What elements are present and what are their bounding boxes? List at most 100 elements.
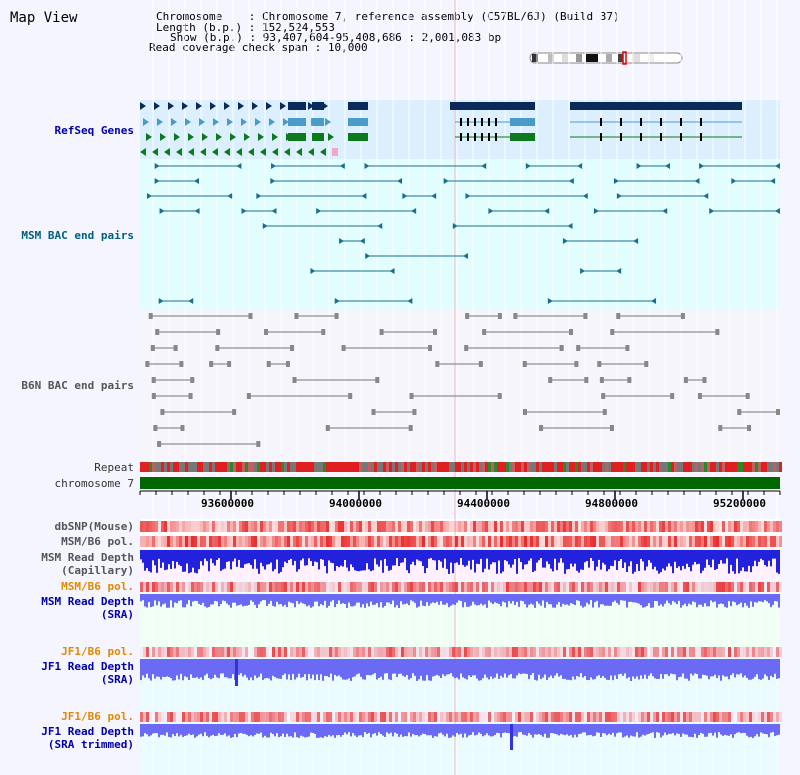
msm-pol-heat-cell [446, 536, 449, 547]
msm-pol-heat-cell [623, 536, 626, 547]
jf1-pol-heat-cell [626, 647, 629, 657]
jf1-sra-depth-bar [598, 659, 600, 676]
jf1-pol-heat-cell [563, 712, 566, 722]
jf1-sra-depth-bar [424, 659, 426, 681]
jf1-pol-heat-cell [140, 712, 143, 722]
msm-pol-heat-cell [431, 536, 434, 547]
jf1-pol-heat-cell [170, 712, 173, 722]
msm-capillary-depth-bar [334, 550, 336, 571]
jf1-trim-depth-bar [594, 724, 596, 736]
jf1-trim-depth-bar [386, 724, 388, 733]
bac-end-mark [145, 361, 150, 367]
msm-capillary-depth-bar [640, 550, 642, 559]
jf1-sra-depth-bar [722, 659, 724, 676]
chromosome-ideogram[interactable] [528, 51, 684, 65]
track-label-dbsnp[interactable]: dbSNP(Mouse) [54, 520, 134, 533]
msm-capillary-depth-bar [176, 550, 178, 562]
track-label-msm-b6-pol-1[interactable]: MSM/B6 pol. [61, 535, 134, 548]
jf1-trim-depth-bar [418, 724, 420, 737]
track-label-jf1-depth-sra[interactable]: JF1 Read Depth [41, 660, 134, 673]
track-label-jf1-b6-pol-1[interactable]: JF1/B6 pol. [61, 645, 134, 658]
jf1-trim-depth-bar [744, 724, 746, 733]
snp-heat-cell [506, 521, 509, 532]
msm-capillary-depth-bar [604, 550, 606, 565]
jf1-sra-depth-bar [272, 659, 274, 676]
jf1-trim-depth-bar [586, 724, 588, 736]
snp-heat-cell [350, 521, 353, 532]
msm-capillary-depth-bar [440, 550, 442, 562]
jf1-trim-depth-bar [732, 724, 734, 738]
jf1-sra-depth-bar [432, 659, 434, 677]
gene-mark [325, 118, 331, 126]
msm-pol-heat-cell [749, 582, 752, 592]
track-label-msm-depth-capillary-sub: (Capillary) [61, 564, 134, 577]
bac-end-mark [599, 377, 604, 383]
msm-pol-heat-cell [767, 536, 770, 547]
bac-end-mark [227, 193, 233, 199]
gene-exon [474, 133, 476, 141]
jf1-trim-depth-bar [702, 724, 704, 734]
msm-pol-heat-cell [281, 582, 284, 592]
repeat-mark [494, 462, 497, 472]
repeat-mark [437, 462, 440, 472]
snp-heat-cell [425, 521, 428, 532]
msm-pol-heat-cell [470, 582, 473, 592]
jf1-pol-heat-cell [332, 712, 335, 722]
jf1-sra-depth-bar [766, 659, 768, 677]
msm-sra-depth-bar [460, 594, 462, 601]
snp-heat-cell [212, 521, 215, 532]
track-label-msm-depth-capillary[interactable]: MSM Read Depth [41, 551, 134, 564]
msm-sra-depth-bar [292, 594, 294, 604]
snp-heat-cell [452, 521, 455, 532]
snp-heat-cell [320, 521, 323, 532]
repeat-mark [146, 462, 149, 472]
snp-heat-cell [158, 521, 161, 532]
jf1-trim-depth-bar [322, 724, 324, 738]
msm-pol-heat-cell [575, 582, 578, 592]
jf1-pol-heat-cell [758, 647, 761, 657]
track-label-msm-depth-sra[interactable]: MSM Read Depth [41, 595, 134, 608]
track-label-refseq-genes[interactable]: RefSeq Genes [54, 124, 134, 137]
track-label-msm-b6-pol-2[interactable]: MSM/B6 pol. [61, 580, 134, 593]
repeat-mark [338, 462, 341, 472]
jf1-sra-depth-bar [554, 659, 556, 676]
jf1-trim-depth-bar [164, 724, 166, 736]
msm-pol-heat-cell [677, 536, 680, 547]
msm-sra-depth-bar [690, 594, 692, 605]
jf1-sra-depth-bar [312, 659, 314, 675]
msm-pol-heat-cell [251, 582, 254, 592]
snp-heat-cell [290, 521, 293, 532]
jf1-pol-heat-cell [443, 712, 446, 722]
jf1-pol-heat-cell [641, 712, 644, 722]
jf1-pol-heat-cell [386, 712, 389, 722]
msm-sra-depth-bar [484, 594, 486, 605]
msm-capillary-depth-bar [692, 550, 694, 565]
msm-sra-depth-bar [366, 594, 368, 604]
msm-capillary-depth-bar [214, 550, 216, 566]
msm-sra-depth-bar [562, 594, 564, 604]
track-label-jf1-b6-pol-2[interactable]: JF1/B6 pol. [61, 710, 134, 723]
jf1-pol-heat-cell [446, 712, 449, 722]
track-label-jf1-depth-trimmed[interactable]: JF1 Read Depth [41, 725, 134, 738]
snp-heat-cell [674, 521, 677, 532]
jf1-trim-depth-bar [712, 724, 714, 736]
snp-heat-cell [701, 521, 704, 532]
jf1-trim-depth-bar [432, 724, 434, 738]
snp-heat-cell [371, 521, 374, 532]
track-label-b6n-bac[interactable]: B6N BAC end pairs [21, 379, 134, 392]
snp-heat-cell [779, 521, 782, 532]
msm-sra-depth-bar [192, 594, 194, 602]
msm-sra-depth-bar [524, 594, 526, 604]
msm-capillary-depth-bar [428, 550, 430, 559]
msm-pol-heat-cell [434, 582, 437, 592]
msm-pol-heat-cell [779, 536, 782, 547]
jf1-sra-depth-bar [322, 659, 324, 681]
msm-sra-depth-bar [190, 594, 192, 607]
msm-capillary-depth-bar [264, 550, 266, 570]
repeat-mark [278, 462, 281, 472]
jf1-sra-depth-bar [206, 659, 208, 674]
msm-capillary-depth-bar [570, 550, 572, 564]
msm-sra-depth-bar [172, 594, 174, 608]
track-label-msm-bac[interactable]: MSM BAC end pairs [21, 229, 134, 242]
